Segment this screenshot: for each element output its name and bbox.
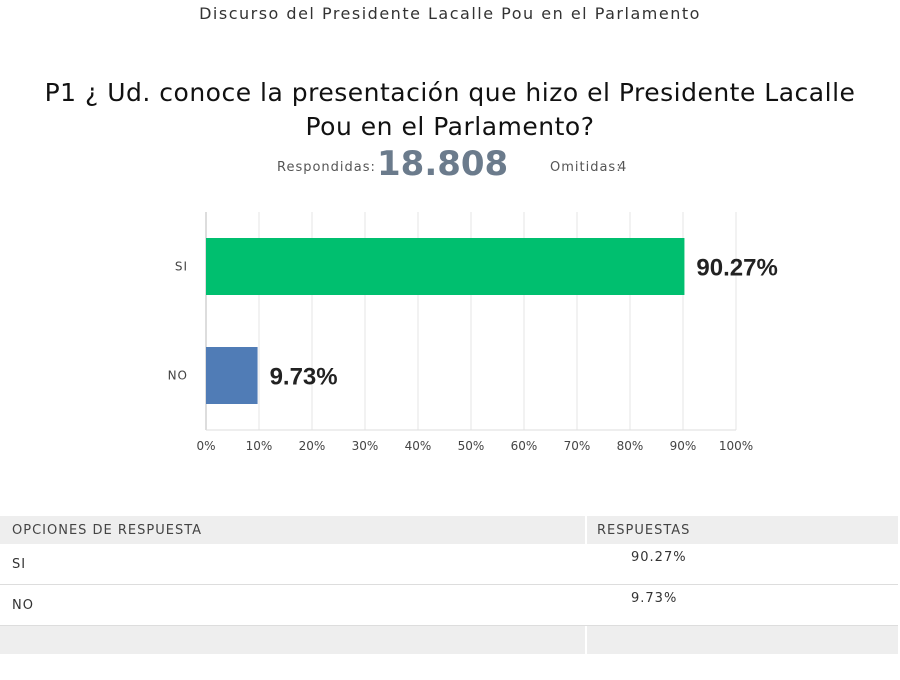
- x-tick-label: 50%: [458, 439, 485, 453]
- row-value: 9.73%: [587, 585, 898, 626]
- x-tick-label: 80%: [617, 439, 644, 453]
- category-label: SI: [175, 260, 188, 274]
- x-tick-label: 70%: [564, 439, 591, 453]
- bar-chart: 90.27% 9.73% 0% 10% 20% 30% 40% 50% 60% 70% 80% 90…: [168, 212, 778, 453]
- row-value: 90.27%: [587, 544, 898, 585]
- table-footer-row: [0, 626, 898, 654]
- category-label: NO: [168, 369, 188, 383]
- table-row: NO 9.73%: [0, 585, 898, 626]
- x-tick-label: 0%: [196, 439, 215, 453]
- x-tick-label: 20%: [299, 439, 326, 453]
- x-tick-label: 60%: [511, 439, 538, 453]
- answered-label: Respondidas:: [277, 160, 376, 175]
- table-row: SI 90.27%: [0, 544, 898, 585]
- x-tick-label: 90%: [670, 439, 697, 453]
- question-text: P1 ¿ Ud. conoce la presentación que hizo…: [44, 78, 856, 141]
- footer-cell: [0, 626, 587, 654]
- x-tick-label: 10%: [246, 439, 273, 453]
- bar-value-label: 90.27%: [696, 255, 777, 282]
- footer-cell: [587, 626, 898, 654]
- header-responses: RESPUESTAS: [587, 516, 898, 544]
- survey-title: Discurso del Presidente Lacalle Pou en e…: [199, 4, 701, 23]
- table-header-row: OPCIONES DE RESPUESTA RESPUESTAS: [0, 516, 898, 544]
- x-tick-label: 30%: [352, 439, 379, 453]
- header-options: OPCIONES DE RESPUESTA: [0, 516, 587, 544]
- row-option: NO: [0, 585, 587, 626]
- bar-si: [206, 238, 685, 295]
- x-tick-label: 100%: [719, 439, 753, 453]
- skipped-label: Omitidas:: [550, 160, 622, 175]
- chart-x-ticks: 0% 10% 20% 30% 40% 50% 60% 70% 80% 90% 100%: [196, 439, 753, 453]
- answered-count: 18.808: [377, 144, 509, 184]
- bar-value-label: 9.73%: [270, 364, 338, 391]
- row-option: SI: [0, 544, 587, 585]
- skipped-count: 4: [618, 160, 628, 175]
- responses-table: OPCIONES DE RESPUESTA RESPUESTAS SI 90.2…: [0, 516, 898, 654]
- chart-bars: 90.27% 9.73%: [206, 238, 778, 404]
- chart-category-labels: SI NO: [168, 260, 188, 383]
- x-tick-label: 40%: [405, 439, 432, 453]
- bar-no: [206, 347, 258, 404]
